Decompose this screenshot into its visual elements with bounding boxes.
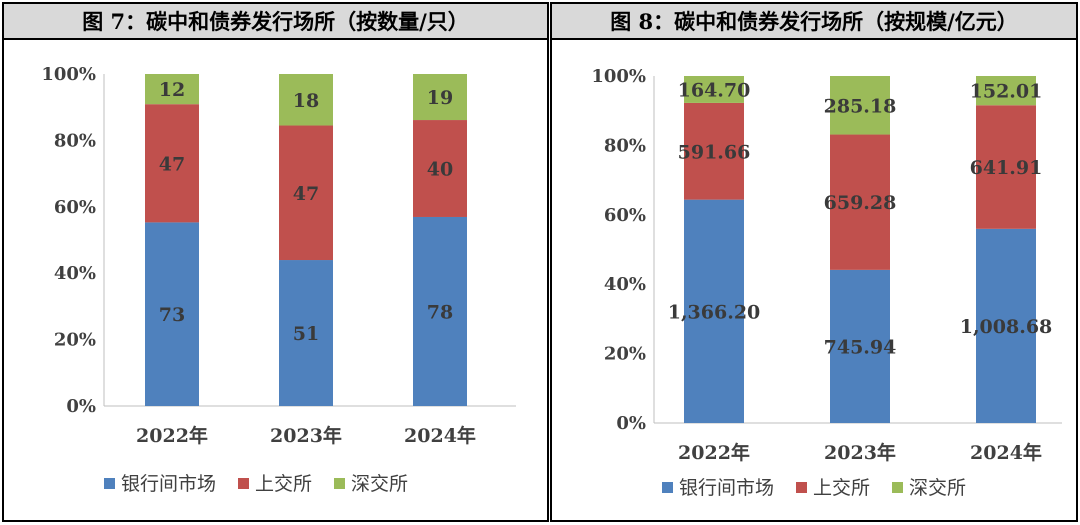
- bar-segment: [413, 74, 467, 121]
- chart-scale: 0% 20% 40% 60% 80% 100% 1,366.20 591.66 164.70 20…: [591, 66, 1062, 499]
- data-label: 1,366.20: [668, 301, 761, 323]
- y-tick-label: 20%: [604, 344, 646, 365]
- data-label: 51: [293, 323, 319, 345]
- data-label: 164.70: [678, 79, 751, 101]
- bar-segment: [830, 76, 890, 135]
- bar-segment: [279, 125, 333, 261]
- bar-segment: [976, 76, 1036, 106]
- bar-segment: [976, 228, 1036, 423]
- bar-segment: [279, 260, 333, 406]
- y-tick-label: 60%: [54, 197, 96, 218]
- legend-label: 上交所: [255, 473, 312, 495]
- chart-panel-quantity: 图 7：碳中和债券发行场所（按数量/只） 0% 20% 40% 60% 80% 100% 7…: [2, 2, 549, 522]
- data-label: 641.91: [970, 157, 1043, 179]
- legend-label: 上交所: [813, 477, 870, 499]
- chart-title: 图 8：碳中和债券发行场所（按规模/亿元）: [552, 4, 1076, 40]
- legend-label: 深交所: [909, 477, 966, 499]
- x-category-label: 2023年: [270, 424, 342, 447]
- bar-segment: [684, 76, 744, 103]
- data-label: 591.66: [678, 141, 751, 163]
- bar-segment: [413, 216, 467, 406]
- x-category-label: 2024年: [970, 441, 1042, 464]
- y-tick-label: 0%: [616, 413, 646, 434]
- legend-swatch: [334, 478, 345, 489]
- x-category-label: 2022年: [136, 424, 208, 447]
- legend-swatch: [892, 482, 903, 493]
- chart-title: 图 7：碳中和债券发行场所（按数量/只）: [4, 4, 547, 40]
- bar-segment: [145, 74, 199, 105]
- legend-swatch: [796, 482, 807, 493]
- data-label: 285.18: [824, 95, 897, 117]
- y-tick-label: 40%: [54, 263, 96, 284]
- legend-label: 银行间市场: [121, 473, 216, 495]
- data-label: 745.94: [824, 336, 897, 358]
- data-label: 12: [159, 79, 185, 101]
- data-label: 78: [427, 301, 453, 323]
- legend-label: 深交所: [351, 473, 408, 495]
- y-tick-label: 60%: [604, 205, 646, 226]
- bar-segment: [145, 222, 199, 406]
- legend-swatch: [238, 478, 249, 489]
- chart-quantity: 0% 20% 40% 60% 80% 100% 73 47 12 2022年 51 47 18 2023年…: [41, 64, 516, 495]
- y-tick-label: 80%: [604, 135, 646, 156]
- data-label: 1,008.68: [960, 316, 1053, 338]
- bar-segment: [279, 74, 333, 126]
- x-category-label: 2023年: [824, 441, 896, 464]
- bar-segment: [145, 104, 199, 223]
- bar-segment: [976, 105, 1036, 229]
- y-tick-label: 20%: [54, 330, 96, 351]
- y-tick-label: 100%: [591, 66, 646, 87]
- legend-swatch: [104, 478, 115, 489]
- data-label: 659.28: [824, 192, 897, 214]
- data-label: 47: [293, 183, 319, 205]
- legend-swatch: [662, 482, 673, 493]
- legend-label: 银行间市场: [679, 477, 774, 499]
- bar-segment: [684, 102, 744, 200]
- bar-segment: [413, 120, 467, 217]
- x-category-label: 2022年: [678, 441, 750, 464]
- y-tick-label: 0%: [66, 396, 96, 417]
- chart-panel-scale: 图 8：碳中和债券发行场所（按规模/亿元） 0% 20% 40% 60% 80% 100%…: [550, 2, 1078, 522]
- y-tick-label: 40%: [604, 274, 646, 295]
- data-label: 40: [427, 159, 453, 181]
- y-tick-label: 80%: [54, 130, 96, 151]
- data-label: 19: [427, 87, 453, 109]
- data-label: 18: [293, 90, 319, 112]
- data-label: 73: [159, 304, 185, 326]
- bar-segment: [830, 134, 890, 270]
- data-label: 152.01: [970, 81, 1043, 103]
- y-tick-label: 100%: [41, 64, 96, 85]
- bar-segment: [684, 199, 744, 423]
- bar-segment: [830, 269, 890, 423]
- x-category-label: 2024年: [404, 424, 476, 447]
- data-label: 47: [159, 153, 185, 175]
